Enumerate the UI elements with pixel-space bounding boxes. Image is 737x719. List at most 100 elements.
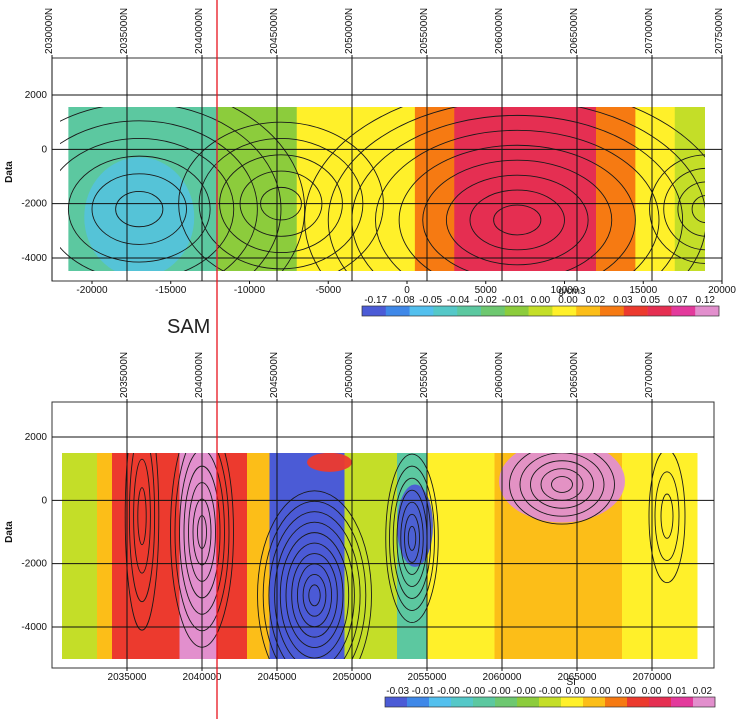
x-tick-7: 15000 [629,285,657,296]
field-band-1 [218,107,298,271]
gravity-density-field [68,107,705,271]
colorbar-label-6: -0.00 [539,686,562,697]
colorbar-swatch-9 [583,697,606,707]
colorbar-label-6: 0.00 [531,295,551,306]
contour-1-6 [60,107,282,271]
colorbar-swatch-11 [623,306,648,316]
colorbar-border [384,696,716,708]
contour-0-6 [375,129,660,271]
contour-3-2 [677,181,705,237]
x-tick-2: -10000 [234,285,266,296]
contour-1-3 [67,155,211,263]
colorbar-label-2: -0.05 [419,295,442,306]
colorbar-swatch-3 [433,306,458,316]
x-tick-5: 2060000 [483,672,522,683]
top-tick-2: 2040000N [194,8,205,54]
colorbar-unit: g/cm3 [558,286,586,297]
colorbar-swatch-14 [693,697,716,707]
x-tick-6: 10000 [551,285,579,296]
colorbar-label-2: -0.00 [437,686,460,697]
contour-4-1 [137,487,147,546]
colorbar-border [361,305,720,317]
contour-5-3 [648,453,686,584]
top-tick-5: 2060000N [494,352,505,398]
contour-0-10 [257,490,372,659]
susceptibility-field [62,453,698,659]
top-tick-2: 2045000N [269,352,280,398]
top-tick-4: 2055000N [419,352,430,398]
top-tick-7: 2065000N [569,8,580,54]
colorbar-swatch-7 [539,697,562,707]
x-tick-8: 20000 [708,285,736,296]
colorbar-label-8: 0.02 [586,295,606,306]
top-tick-0: 2030000N [44,8,55,54]
contour-0-7 [274,521,355,659]
anomaly-3 [307,453,352,472]
y-tick-0: 2000 [25,432,48,443]
colorbar-swatch-2 [429,697,452,707]
y-tick-1: 0 [41,495,47,506]
contour-1-2 [404,513,420,563]
colorbar-label-1: -0.08 [392,295,415,306]
colorbar-label-5: -0.00 [513,686,536,697]
contour-3-4 [649,154,705,264]
susceptibility-colorbar: -0.03 -0.01 -0.00 -0.00 -0.00 -0.00 -0.00 0.00 0… [384,677,716,708]
top-tick-5: 2055000N [419,8,430,54]
x-tick-1: -15000 [155,285,187,296]
contour-1-5 [60,120,258,271]
field-band-10 [427,453,495,659]
contour-0-1 [308,584,321,607]
field-band-6 [247,453,270,659]
colorbar-swatch-6 [517,697,540,707]
gravity-x-axis: -20000 -15000 -10000 -5000 0 5000 10000 15000 20… [76,281,736,296]
y-tick-0: 2000 [25,90,48,101]
contour-1-2 [91,173,187,245]
x-tick-6: 2065000 [558,672,597,683]
colorbar-swatch-8 [561,697,584,707]
gravity-y-axis: 2000 0 -2000 -4000 [21,90,47,264]
contour-3-3 [530,460,594,509]
gravity-panel: 2030000N 2035000N 2040000N 2045000N 2050000N… [4,8,736,317]
contour-0-6 [279,532,350,659]
anomaly-2 [397,484,433,567]
y-tick-3: -4000 [21,253,47,264]
colorbar-label-10: 0.05 [641,295,661,306]
x-tick-7: 2070000 [633,672,672,683]
colorbar-swatch-7 [528,306,553,316]
colorbar-unit: SI [567,677,576,688]
y-tick-2: -2000 [21,559,47,570]
colorbar-label-1: -0.01 [412,686,435,697]
top-tick-0: 2035000N [119,352,130,398]
colorbar-swatch-12 [649,697,672,707]
y-tick-3: -4000 [21,622,47,633]
contour-4-4 [124,453,160,631]
contour-3-1 [691,195,705,224]
colorbar-label-9: 0.03 [613,295,633,306]
top-tick-7: 2070000N [644,352,655,398]
x-tick-3: 2050000 [333,672,372,683]
colorbar-label-3: -0.04 [447,295,470,306]
contour-0-9 [262,500,367,659]
colorbar-swatch-5 [495,697,518,707]
contour-5-1 [660,493,674,539]
colorbar-swatch-0 [385,697,408,707]
top-tick-3: 2050000N [344,352,355,398]
colorbar-label-7: 0.00 [566,686,586,697]
colorbar-swatch-10 [605,697,628,707]
contour-1-7 [231,107,306,271]
colorbar-label-0: -0.17 [364,295,387,306]
susceptibility-grid [52,402,714,668]
colorbar-label-11: 0.01 [667,686,687,697]
contour-3-4 [519,453,605,517]
top-tick-6: 2060000N [494,8,505,54]
colorbar-label-4: -0.02 [474,295,497,306]
gravity-colorbar: -0.17 -0.08 -0.05 -0.04 -0.02 -0.01 0.00 0.00 0.… [361,286,720,317]
colorbar-swatch-1 [385,306,410,316]
susceptibility-x-axis: 2035000 2040000 2045000 2050000 2055000 20600… [108,668,672,683]
colorbar-label-12: 0.02 [693,686,713,697]
top-tick-8: 2070000N [644,8,655,54]
gravity-grid [51,58,723,281]
colorbar-label-9: 0.00 [616,686,636,697]
colorbar-label-5: -0.01 [502,295,525,306]
susceptibility-y-axis-title: Data [4,521,15,543]
